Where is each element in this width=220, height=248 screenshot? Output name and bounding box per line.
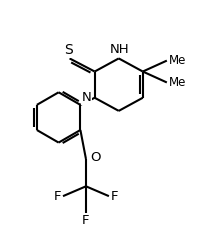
Text: Me: Me bbox=[169, 76, 186, 89]
Text: S: S bbox=[64, 43, 73, 57]
Text: O: O bbox=[90, 151, 101, 164]
Text: F: F bbox=[82, 214, 90, 227]
Text: Me: Me bbox=[169, 54, 186, 67]
Text: F: F bbox=[111, 190, 119, 203]
Text: F: F bbox=[53, 190, 61, 203]
Text: N: N bbox=[82, 91, 92, 104]
Text: NH: NH bbox=[110, 43, 130, 56]
